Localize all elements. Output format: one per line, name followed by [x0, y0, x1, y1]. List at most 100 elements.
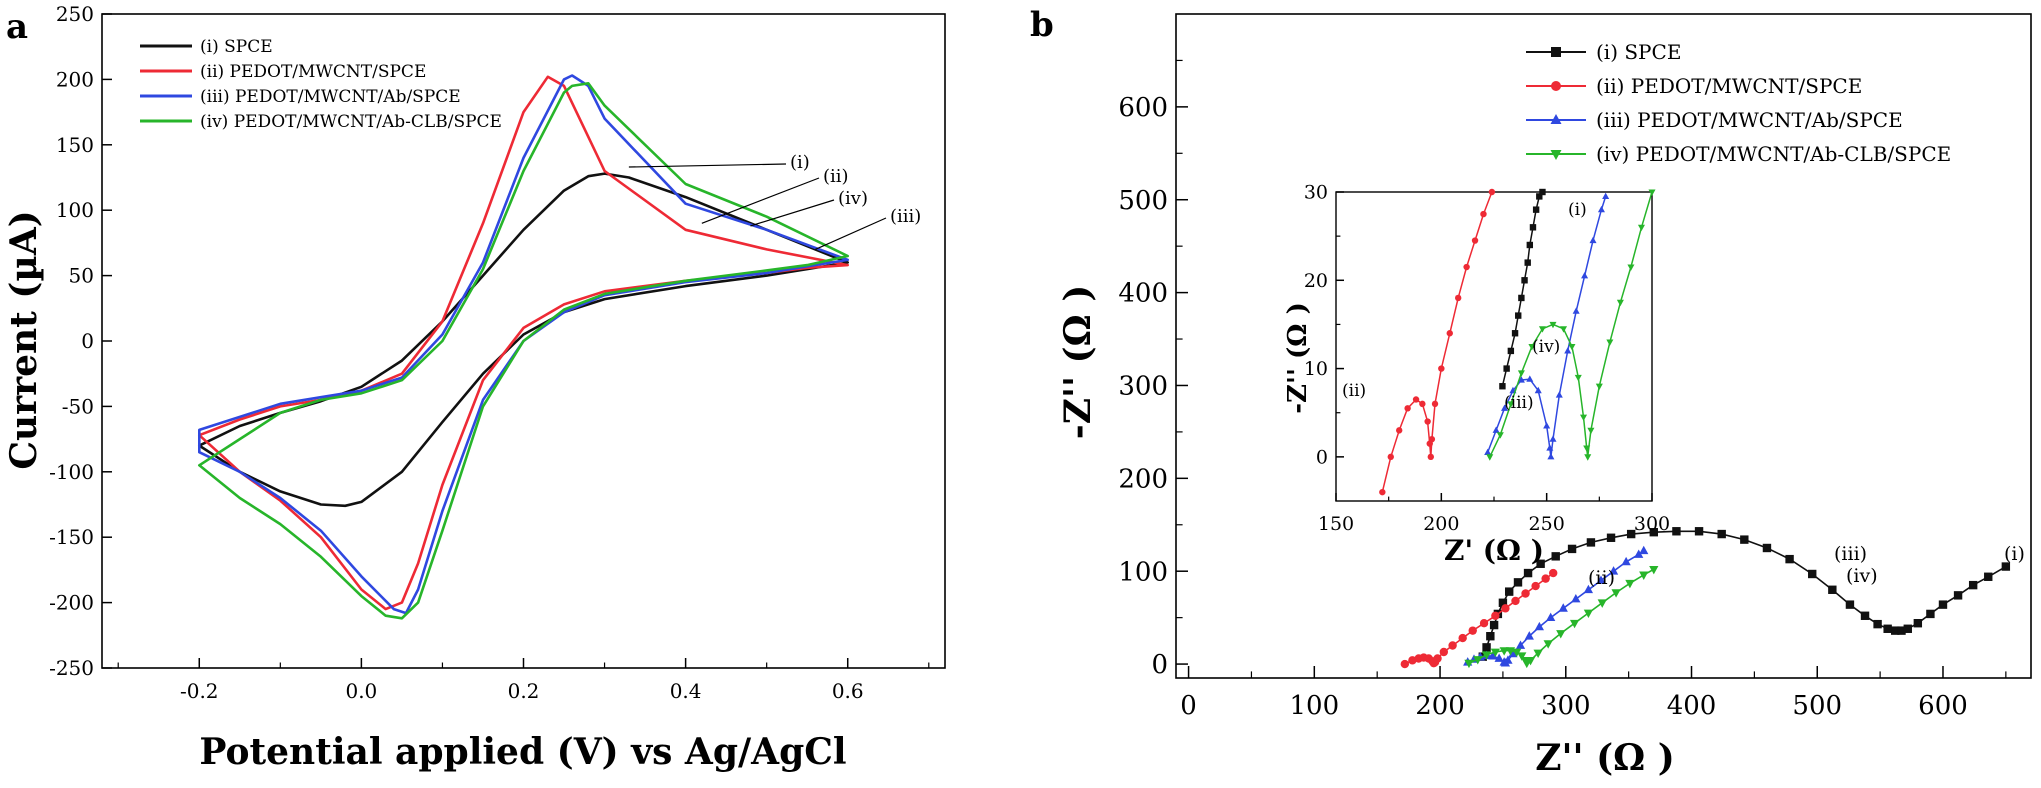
- nyquist-point-i: [1926, 609, 1935, 619]
- nyquist-point-iv: [1556, 630, 1566, 639]
- callout-label-i: (i): [790, 152, 810, 173]
- inset-point-ii: [1480, 210, 1487, 218]
- nyquist-point-ii: [1541, 574, 1550, 583]
- inset-point-ii: [1427, 453, 1435, 461]
- y-tick-label: -150: [49, 525, 94, 549]
- y-axis-a: -250 -200 -150 -100 -50 0 50 100 150 200 250: [49, 2, 112, 680]
- nyquist-point-i: [1785, 554, 1794, 564]
- nyquist-point-iv: [1543, 640, 1553, 649]
- inset-point-iv: [1538, 326, 1546, 333]
- inset-point-iv: [1568, 343, 1576, 351]
- inset-series-labels: (ii) (i) (iii) (iv): [1342, 200, 1587, 413]
- nyquist-point-iv: [1611, 589, 1621, 598]
- inset-line-ii: [1381, 191, 1493, 493]
- series-label-b-i: (i): [2004, 543, 2025, 565]
- nyquist-point-ii: [1468, 626, 1477, 635]
- nyquist-point-ii: [1549, 568, 1558, 578]
- nyquist-point-i: [1891, 626, 1900, 635]
- inset-point-iv: [1486, 454, 1494, 461]
- inset-point-iii: [1526, 375, 1534, 382]
- inset-point-iii: [1555, 391, 1563, 398]
- x-tick-label: 200: [1415, 691, 1465, 721]
- inset-point-iii: [1534, 386, 1542, 394]
- nyquist-point-ii: [1458, 633, 1467, 643]
- inset-point-i: [1507, 347, 1515, 355]
- inset-point-iii: [1549, 435, 1557, 442]
- nyquist-point-i: [1717, 529, 1726, 539]
- inset-y-axis-label: -Z'' (Ω ): [1283, 302, 1313, 414]
- inset-point-i: [1532, 206, 1540, 213]
- nyquist-point-i: [1606, 533, 1616, 542]
- inset-point-i: [1521, 277, 1528, 284]
- nyquist-point-i: [1482, 643, 1491, 652]
- legend-label-b-i: (i) SPCE: [1596, 40, 1681, 64]
- nyquist-point-iii: [1494, 653, 1504, 662]
- nyquist-point-i: [1860, 611, 1870, 620]
- callout-label-iv: (iv): [838, 188, 868, 209]
- nyquist-point-iii: [1639, 545, 1649, 555]
- chart-a: -250 -200 -150 -100 -50 0 50 100 150 200 250 -0.2 0…: [3, 2, 946, 773]
- nyquist-point-iii: [1621, 556, 1631, 566]
- nyquist-line-i: [1482, 530, 2007, 657]
- y-axis-b: 0 100 200 300 400 500 600: [1118, 59, 1188, 680]
- y-tick-label: 200: [1118, 464, 1168, 494]
- inset-point-iii: [1517, 376, 1525, 383]
- nyquist-point-i: [1536, 559, 1545, 568]
- legend-label-b-ii: (ii) PEDOT/MWCNT/SPCE: [1596, 74, 1862, 98]
- y-tick-label: -100: [49, 460, 94, 484]
- nyquist-point-iv: [1625, 579, 1635, 589]
- nyquist-point-i: [1694, 527, 1704, 536]
- nyquist-point-ii: [1439, 647, 1449, 657]
- inset-point-ii: [1463, 263, 1470, 271]
- legend-label-ii: (ii) PEDOT/MWCNT/SPCE: [200, 62, 426, 82]
- x-tick-label: 250: [1529, 513, 1565, 535]
- x-tick-label: 100: [1289, 691, 1339, 721]
- nyquist-point-iv: [1481, 651, 1492, 660]
- nyquist-point-iii: [1583, 584, 1594, 594]
- nyquist-point-i: [1903, 624, 1912, 633]
- nyquist-point-iii: [1634, 549, 1644, 558]
- legend-a: (i) SPCE (ii) PEDOT/MWCNT/SPCE (iii) PEDOT…: [140, 37, 502, 132]
- legend-label-iv: (iv) PEDOT/MWCNT/Ab-CLB/SPCE: [200, 112, 502, 132]
- nyquist-point-ii: [1491, 611, 1500, 620]
- y-tick-label: 10: [1304, 358, 1328, 380]
- inset-point-iv: [1528, 343, 1536, 351]
- nyquist-point-i: [1486, 632, 1495, 641]
- x-tick-label: 600: [1918, 691, 1968, 721]
- nyquist-point-i: [1489, 620, 1499, 630]
- inset-point-ii: [1404, 405, 1411, 412]
- x-tick-label: 0.2: [508, 679, 540, 703]
- y-tick-label: 150: [56, 133, 94, 157]
- x-axis-label-a: Potential applied (V) vs Ag/AgCl: [199, 731, 846, 773]
- nyquist-point-i: [1762, 543, 1772, 553]
- inset-point-i: [1526, 241, 1534, 249]
- inset-point-iv: [1637, 224, 1645, 232]
- inset-point-iv: [1580, 414, 1588, 421]
- inset-point-iv: [1648, 189, 1656, 196]
- inset-point-i: [1539, 188, 1546, 196]
- nyquist-point-i: [1586, 538, 1596, 547]
- inset-point-i: [1518, 294, 1525, 302]
- nyquist-point-iii: [1488, 651, 1498, 660]
- y-tick-label: -50: [62, 394, 94, 418]
- nyquist-point-iv: [1517, 652, 1527, 661]
- x-tick-label: 0.4: [670, 679, 702, 703]
- legend-label-b-iv: (iv) PEDOT/MWCNT/Ab-CLB/SPCE: [1596, 142, 1951, 166]
- inset-point-iv: [1560, 326, 1568, 333]
- callouts-a: (i) (ii)(iv) (iii): [628, 152, 921, 250]
- inset-label-i: (i): [1568, 200, 1587, 220]
- callout-line-iv: [750, 199, 835, 227]
- x-tick-label: 300: [1634, 513, 1670, 535]
- inset-point-iv: [1606, 339, 1614, 346]
- y-tick-label: 100: [1118, 557, 1168, 587]
- panel-label-b: b: [1030, 5, 1054, 45]
- nyquist-point-iii: [1571, 594, 1581, 603]
- y-tick-label: 20: [1304, 270, 1328, 292]
- series-label-b-iv: (iv): [1846, 565, 1878, 587]
- inset-point-ii: [1431, 400, 1439, 408]
- x-axis-label-b: Z'' (Ω ): [1535, 737, 1675, 779]
- nyquist-point-iv: [1583, 609, 1594, 619]
- nyquist-point-iii: [1608, 566, 1619, 575]
- inset-label-ii: (ii): [1342, 381, 1366, 401]
